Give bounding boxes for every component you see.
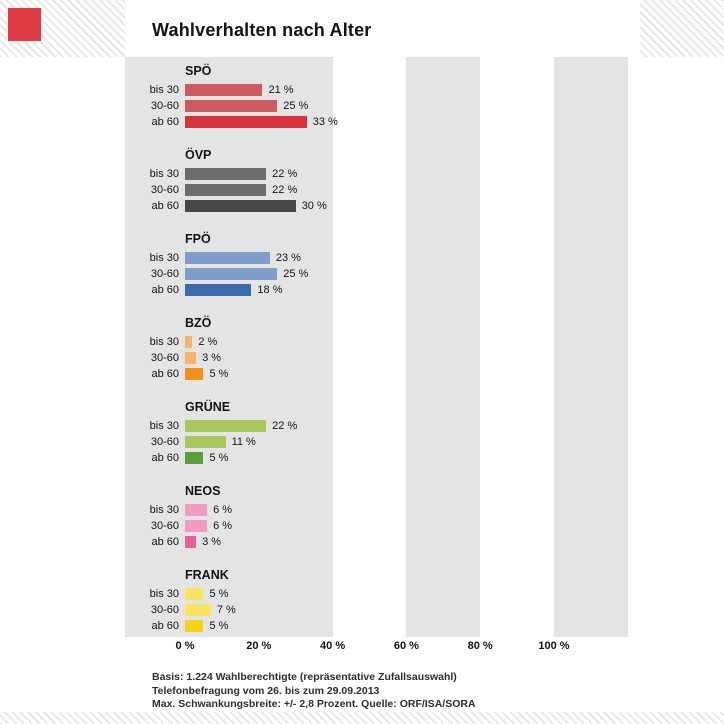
age-label-30-60: 30-60 bbox=[150, 520, 179, 532]
value-label-neos-bis-30: 6 % bbox=[213, 504, 233, 516]
age-label-ab-60: ab 60 bbox=[151, 200, 179, 212]
bar-bzo-ab-60 bbox=[185, 368, 204, 380]
age-label-bis-30: bis 30 bbox=[149, 84, 179, 96]
age-label-bis-30: bis 30 bbox=[149, 168, 179, 180]
background-stripe bbox=[406, 57, 480, 637]
value-label-fpo-bis-30: 23 % bbox=[275, 252, 301, 264]
bar-fpo-30-60 bbox=[185, 268, 278, 280]
value-label-spo-30-60: 25 % bbox=[283, 100, 309, 112]
age-label-30-60: 30-60 bbox=[150, 604, 179, 616]
age-label-30-60: 30-60 bbox=[150, 268, 179, 280]
bar-ovp-30-60 bbox=[185, 184, 267, 196]
bar-frank-ab-60 bbox=[185, 620, 204, 632]
party-label-spo: SPÖ bbox=[185, 64, 212, 78]
background-stripe bbox=[554, 57, 628, 637]
age-label-ab-60: ab 60 bbox=[151, 116, 179, 128]
bar-ovp-ab-60 bbox=[185, 200, 296, 212]
party-label-ovp: ÖVP bbox=[185, 148, 212, 162]
age-label-30-60: 30-60 bbox=[150, 436, 179, 448]
bar-bzo-bis-30 bbox=[185, 336, 193, 348]
value-label-fpo-30-60: 25 % bbox=[283, 268, 309, 280]
bar-frank-bis-30 bbox=[185, 588, 204, 600]
value-label-spo-bis-30: 21 % bbox=[268, 84, 294, 96]
bar-grune-30-60 bbox=[185, 436, 226, 448]
bar-neos-ab-60 bbox=[185, 536, 197, 548]
party-label-neos: NEOS bbox=[185, 484, 221, 498]
value-label-frank-bis-30: 5 % bbox=[209, 588, 229, 600]
value-label-grune-bis-30: 22 % bbox=[272, 420, 298, 432]
value-label-ovp-30-60: 22 % bbox=[272, 184, 298, 196]
footer-line-survey: Telefonbefragung vom 26. bis zum 29.09.2… bbox=[152, 684, 380, 697]
bar-fpo-ab-60 bbox=[185, 284, 252, 296]
value-label-neos-30-60: 6 % bbox=[213, 520, 233, 532]
value-label-grune-30-60: 11 % bbox=[231, 436, 256, 448]
footer-line-source: Max. Schwankungsbreite: +/- 2,8 Prozent.… bbox=[152, 698, 476, 710]
age-label-bis-30: bis 30 bbox=[149, 252, 179, 264]
value-label-frank-ab-60: 5 % bbox=[209, 620, 229, 632]
value-label-bzo-bis-30: 2 % bbox=[198, 336, 218, 348]
bar-grune-ab-60 bbox=[185, 452, 204, 464]
x-axis-tick-0: 0 % bbox=[175, 640, 195, 652]
age-label-ab-60: ab 60 bbox=[151, 536, 179, 548]
value-label-fpo-ab-60: 18 % bbox=[257, 284, 283, 296]
orf-logo-square bbox=[8, 8, 41, 41]
party-label-grune: GRÜNE bbox=[185, 400, 231, 414]
value-label-bzo-ab-60: 5 % bbox=[209, 368, 229, 380]
bar-bzo-30-60 bbox=[185, 352, 197, 364]
bar-spo-bis-30 bbox=[185, 84, 263, 96]
age-label-30-60: 30-60 bbox=[150, 100, 179, 112]
page-title: Wahlverhalten nach Alter bbox=[152, 20, 372, 40]
age-label-ab-60: ab 60 bbox=[151, 284, 179, 296]
bar-grune-bis-30 bbox=[185, 420, 267, 432]
title-plate bbox=[125, 0, 640, 57]
x-axis-tick-100: 100 % bbox=[538, 640, 570, 652]
bar-frank-30-60 bbox=[185, 604, 211, 616]
age-label-bis-30: bis 30 bbox=[149, 336, 179, 348]
bottom-hatch-band bbox=[0, 712, 724, 724]
party-label-fpo: FPÖ bbox=[185, 232, 211, 246]
age-label-bis-30: bis 30 bbox=[149, 504, 179, 516]
bar-fpo-bis-30 bbox=[185, 252, 270, 264]
value-label-bzo-30-60: 3 % bbox=[202, 352, 222, 364]
x-axis-tick-60: 60 % bbox=[393, 640, 419, 652]
value-label-grune-ab-60: 5 % bbox=[209, 452, 229, 464]
age-label-bis-30: bis 30 bbox=[149, 420, 179, 432]
age-label-30-60: 30-60 bbox=[150, 352, 179, 364]
value-label-ovp-bis-30: 22 % bbox=[272, 168, 298, 180]
bar-spo-ab-60 bbox=[185, 116, 307, 128]
age-label-ab-60: ab 60 bbox=[151, 368, 179, 380]
bar-spo-30-60 bbox=[185, 100, 278, 112]
footer-line-basis: Basis: 1.224 Wahlberechtigte (repräsenta… bbox=[152, 671, 457, 683]
value-label-ovp-ab-60: 30 % bbox=[301, 200, 327, 212]
value-label-spo-ab-60: 33 % bbox=[312, 116, 338, 128]
x-axis-tick-80: 80 % bbox=[467, 640, 493, 652]
age-label-ab-60: ab 60 bbox=[151, 620, 179, 632]
age-label-ab-60: ab 60 bbox=[151, 452, 179, 464]
age-label-30-60: 30-60 bbox=[150, 184, 179, 196]
party-label-frank: FRANK bbox=[185, 568, 229, 582]
age-label-bis-30: bis 30 bbox=[149, 588, 179, 600]
footer-notes: Basis: 1.224 Wahlberechtigte (repräsenta… bbox=[152, 671, 476, 712]
x-axis-tick-20: 20 % bbox=[246, 640, 272, 652]
value-label-frank-30-60: 7 % bbox=[216, 604, 236, 616]
background-stripe bbox=[125, 57, 333, 637]
value-label-neos-ab-60: 3 % bbox=[202, 536, 222, 548]
bar-ovp-bis-30 bbox=[185, 168, 267, 180]
x-axis-tick-40: 40 % bbox=[320, 640, 346, 652]
bar-neos-30-60 bbox=[185, 520, 208, 532]
party-label-bzo: BZÖ bbox=[185, 316, 212, 330]
bar-neos-bis-30 bbox=[185, 504, 208, 516]
